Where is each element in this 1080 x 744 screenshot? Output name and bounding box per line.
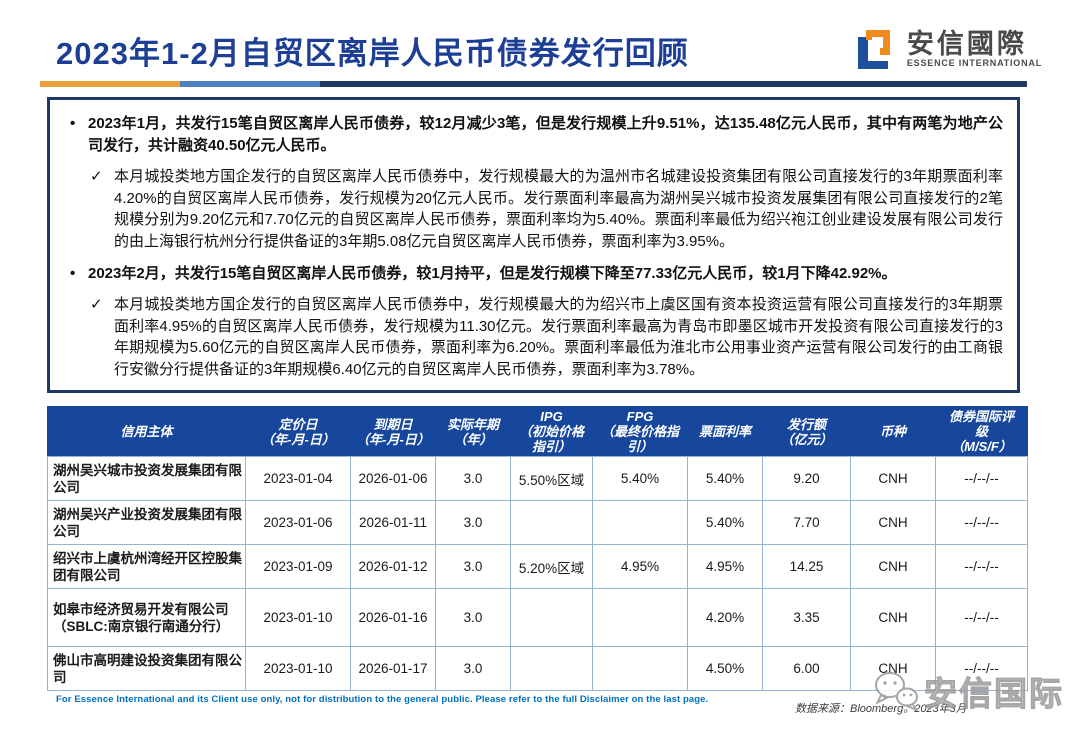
check-marker: ✓	[90, 296, 103, 313]
cell-fpg: 4.95%	[592, 544, 688, 589]
cell-pricing-date: 2023-01-09	[245, 544, 351, 589]
cell-amount: 9.20	[762, 456, 851, 501]
divider-orange-segment	[40, 81, 180, 87]
cell-pricing-date: 2023-01-10	[245, 588, 351, 647]
bullet-item: ✓ 本月城投类地方国企发行的自贸区离岸人民币债券中，发行规模最大的为绍兴市上虞区…	[90, 294, 1003, 380]
cell-maturity-date: 2026-01-17	[350, 646, 436, 691]
title-divider	[40, 81, 1027, 87]
bullet-marker: •	[70, 265, 76, 282]
cell-coupon: 5.40%	[687, 456, 763, 501]
logo-text: 安信國際 ESSENCE INTERNATIONAL	[907, 30, 1042, 68]
cell-issuer: 湖州吴兴城市投资发展集团有限公司	[47, 456, 246, 501]
table-row: 佛山市高明建设投资集团有限公司 2023-01-10 2026-01-17 3.…	[47, 646, 1028, 691]
bullet-item: • 2023年2月，共发行15笔自贸区离岸人民币债券，较1月持平，但是发行规模下…	[62, 263, 1003, 285]
cell-rating: --/--/--	[935, 646, 1028, 691]
cell-ipg	[510, 500, 593, 545]
bullet-text: 2023年2月，共发行15笔自贸区离岸人民币债券，较1月持平，但是发行规模下降至…	[88, 265, 897, 282]
table-row: 绍兴市上虞杭州湾经开区控股集团有限公司 2023-01-09 2026-01-1…	[47, 544, 1028, 589]
cell-amount: 14.25	[762, 544, 851, 589]
cell-fpg	[592, 646, 688, 691]
cell-ipg: 5.20%区域	[510, 544, 593, 589]
cell-currency: CNH	[850, 456, 936, 501]
cell-fpg	[592, 588, 688, 647]
summary-box: • 2023年1月，共发行15笔自贸区离岸人民币债券，较12月减少3笔，但是发行…	[47, 97, 1020, 393]
cell-tenor: 3.0	[435, 500, 511, 545]
logo-text-zh: 安信國際	[906, 29, 1027, 59]
cell-rating: --/--/--	[935, 500, 1028, 545]
cell-maturity-date: 2026-01-16	[350, 588, 436, 647]
bullet-marker: •	[70, 115, 76, 132]
cell-amount: 6.00	[762, 646, 851, 691]
cell-coupon: 5.40%	[687, 500, 763, 545]
divider-navy-segment	[320, 81, 1027, 87]
cell-tenor: 3.0	[435, 544, 511, 589]
cell-fpg: 5.40%	[592, 456, 688, 501]
header-amount: 发行额 （亿元）	[762, 406, 851, 457]
header-issuer: 信用主体	[47, 406, 246, 457]
cell-ipg	[510, 646, 593, 691]
header-tenor: 实际年期 （年）	[435, 406, 511, 457]
bullet-text: 本月城投类地方国企发行的自贸区离岸人民币债券中，发行规模最大的为温州市名城建设投…	[114, 168, 1003, 250]
cell-fpg	[592, 500, 688, 545]
cell-tenor: 3.0	[435, 646, 511, 691]
cell-maturity-date: 2026-01-06	[350, 456, 436, 501]
cell-maturity-date: 2026-01-12	[350, 544, 436, 589]
company-logo: 安信國際 ESSENCE INTERNATIONAL	[851, 26, 1042, 72]
header-coupon: 票面利率	[687, 406, 763, 457]
check-marker: ✓	[90, 168, 103, 185]
cell-currency: CNH	[850, 646, 936, 691]
cell-ipg: 5.50%区域	[510, 456, 593, 501]
cell-tenor: 3.0	[435, 588, 511, 647]
cell-issuer: 绍兴市上虞杭州湾经开区控股集团有限公司	[47, 544, 246, 589]
bullet-item: • 2023年1月，共发行15笔自贸区离岸人民币债券，较12月减少3笔，但是发行…	[62, 113, 1003, 157]
bond-issuance-table: 信用主体 定价日 （年-月-日） 到期日 （年-月-日） 实际年期 （年） IPG （初…	[47, 406, 1028, 691]
cell-pricing-date: 2023-01-06	[245, 500, 351, 545]
header-rating: 债券国际评级（M/S/F）	[935, 406, 1028, 457]
bullet-item: ✓ 本月城投类地方国企发行的自贸区离岸人民币债券中，发行规模最大的为温州市名城建…	[90, 166, 1003, 252]
page-title: 2023年1-2月自贸区离岸人民币债券发行回顾	[56, 36, 689, 71]
cell-issuer: 佛山市高明建设投资集团有限公司	[47, 646, 246, 691]
logo-text-en: ESSENCE INTERNATIONAL	[906, 58, 1042, 68]
essence-logo-icon	[851, 26, 897, 72]
cell-amount: 7.70	[762, 500, 851, 545]
cell-currency: CNH	[850, 500, 936, 545]
data-source-text: 数据来源：Bloomberg。2023年3月	[795, 703, 967, 715]
cell-rating: --/--/--	[935, 588, 1028, 647]
divider-blue-segment	[180, 81, 320, 87]
cell-amount: 3.35	[762, 588, 851, 647]
cell-maturity-date: 2026-01-11	[350, 500, 436, 545]
cell-rating: --/--/--	[935, 544, 1028, 589]
cell-coupon: 4.95%	[687, 544, 763, 589]
bullet-text: 2023年1月，共发行15笔自贸区离岸人民币债券，较12月减少3笔，但是发行规模…	[88, 115, 1003, 154]
header-ipg: IPG （初始价格 指引）	[510, 406, 593, 457]
cell-rating: --/--/--	[935, 456, 1028, 501]
cell-issuer: 湖州吴兴产业投资发展集团有限公司	[47, 500, 246, 545]
cell-pricing-date: 2023-01-04	[245, 456, 351, 501]
cell-issuer: 如皋市经济贸易开发有限公司（SBLC:南京银行南通分行）	[47, 588, 246, 647]
cell-ipg	[510, 588, 593, 647]
cell-pricing-date: 2023-01-10	[245, 646, 351, 691]
cell-coupon: 4.20%	[687, 588, 763, 647]
table-row: 湖州吴兴产业投资发展集团有限公司 2023-01-06 2026-01-11 3…	[47, 500, 1028, 545]
disclaimer-text: For Essence International and its Client…	[56, 694, 709, 705]
header-fpg: FPG （最终价格指 引）	[592, 406, 688, 457]
bullet-text: 本月城投类地方国企发行的自贸区离岸人民币债券中，发行规模最大的为绍兴市上虞区国有…	[114, 296, 1003, 378]
header-maturity-date: 到期日 （年-月-日）	[350, 406, 436, 457]
cell-currency: CNH	[850, 588, 936, 647]
cell-tenor: 3.0	[435, 456, 511, 501]
header-pricing-date: 定价日 （年-月-日）	[245, 406, 351, 457]
table-row: 如皋市经济贸易开发有限公司（SBLC:南京银行南通分行） 2023-01-10 …	[47, 588, 1028, 647]
table-row: 湖州吴兴城市投资发展集团有限公司 2023-01-04 2026-01-06 3…	[47, 456, 1028, 501]
table-header-row: 信用主体 定价日 （年-月-日） 到期日 （年-月-日） 实际年期 （年） IPG （初…	[47, 406, 1028, 457]
cell-currency: CNH	[850, 544, 936, 589]
header-currency: 币种	[850, 406, 936, 457]
cell-coupon: 4.50%	[687, 646, 763, 691]
